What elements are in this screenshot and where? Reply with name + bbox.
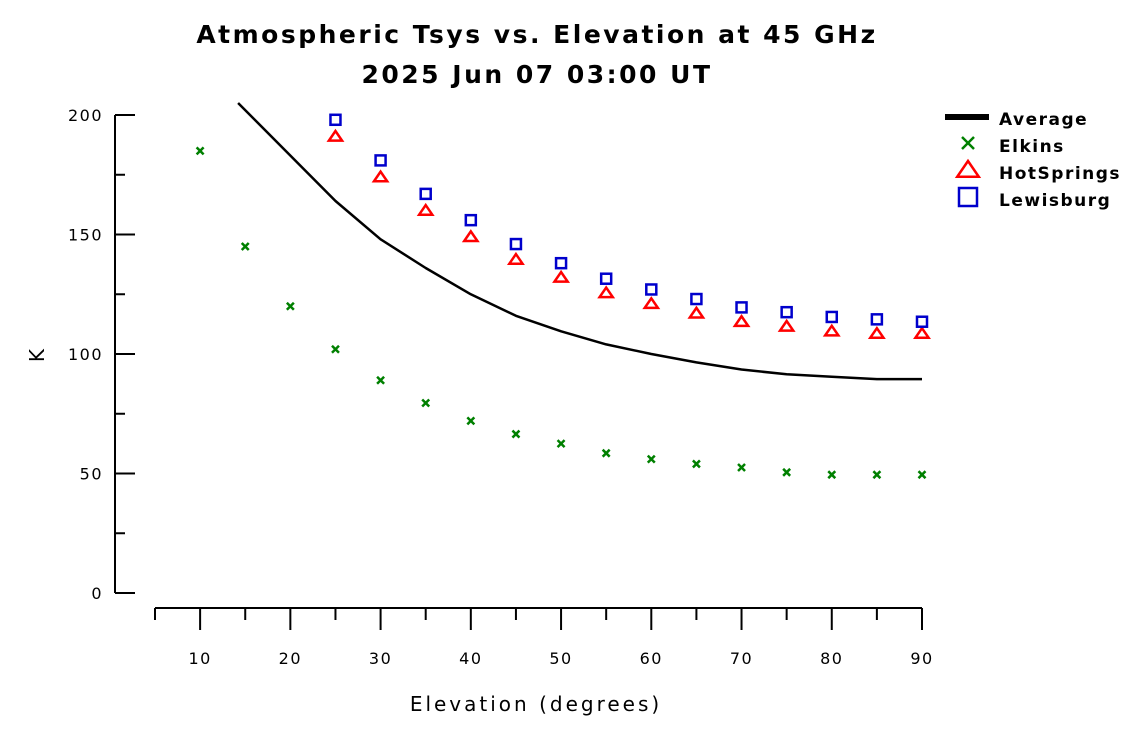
hotsprings-point — [326, 128, 345, 142]
lewisburg-point — [690, 292, 703, 306]
elkins-point — [827, 470, 837, 480]
y-tick-label: 0 — [91, 584, 103, 603]
average-line — [237, 102, 922, 381]
series-hotsprings — [326, 128, 931, 340]
x-tick-label: 80 — [820, 649, 843, 668]
series-elkins — [195, 146, 927, 480]
hotsprings-point — [732, 314, 751, 328]
legend-item-average: Average — [945, 110, 1088, 130]
lewisburg-point — [780, 305, 793, 319]
x-axis-label: Elevation (degrees) — [410, 692, 662, 716]
elkins-point — [692, 459, 701, 469]
elkins-point — [737, 463, 746, 472]
elkins-point — [331, 344, 340, 354]
chart-title: Atmospheric Tsys vs. Elevation at 45 GHz — [196, 20, 877, 49]
lewisburg-point — [509, 237, 523, 251]
y-axis-ticks: 0 50 100 150 200 — [68, 106, 135, 603]
elkins-point — [466, 416, 476, 426]
legend: Average Elkins HotSprings Lewisburg — [945, 110, 1121, 211]
legend-label: Elkins — [999, 137, 1065, 157]
lewisburg-point — [464, 213, 478, 227]
legend-label: Lewisburg — [999, 191, 1111, 211]
lewisburg-point — [870, 313, 884, 326]
y-tick-label: 200 — [68, 106, 103, 125]
chart-subtitle: 2025 Jun 07 03:00 UT — [361, 60, 712, 89]
legend-marker-swatch — [957, 186, 979, 208]
lewisburg-point — [825, 310, 839, 324]
hotsprings-point — [461, 229, 480, 243]
hotsprings-point — [597, 285, 616, 299]
elkins-point — [376, 375, 385, 385]
hotsprings-point — [867, 325, 886, 340]
lewisburg-point — [599, 272, 613, 285]
lewisburg-point — [554, 256, 568, 270]
hotsprings-point — [777, 318, 796, 332]
hotsprings-point — [506, 251, 525, 265]
series-lewisburg — [329, 113, 929, 328]
elkins-point — [511, 429, 521, 439]
legend-item-elkins: Elkins — [961, 136, 1065, 157]
x-tick-label: 40 — [459, 649, 482, 668]
lewisburg-point — [329, 113, 342, 127]
x-tick-label: 50 — [549, 649, 572, 668]
elkins-point — [601, 448, 611, 458]
x-tick-label: 70 — [730, 649, 753, 668]
hotsprings-point — [416, 202, 435, 216]
hotsprings-point — [642, 296, 661, 310]
plot-area — [195, 102, 931, 480]
x-tick-label: 10 — [188, 649, 211, 668]
hotsprings-point — [687, 305, 706, 319]
legend-item-lewisburg: Lewisburg — [957, 186, 1111, 211]
lewisburg-point — [419, 187, 432, 201]
hotsprings-point — [913, 325, 931, 340]
lewisburg-point — [915, 315, 929, 328]
elkins-point — [195, 146, 205, 156]
elkins-point — [646, 454, 656, 464]
hotsprings-point — [371, 169, 390, 183]
x-axis-ticks: 10 20 30 40 50 60 70 80 90 — [154, 608, 933, 668]
hotsprings-point — [822, 323, 841, 337]
x-tick-label: 90 — [910, 649, 933, 668]
legend-label: HotSprings — [999, 164, 1121, 184]
x-tick-label: 20 — [279, 649, 302, 668]
elkins-point — [240, 242, 250, 251]
elkins-point — [782, 467, 792, 477]
series-average — [237, 102, 922, 381]
elkins-point — [556, 439, 566, 449]
legend-marker-swatch — [961, 136, 975, 150]
legend-marker-swatch — [954, 158, 982, 178]
lewisburg-point — [374, 154, 387, 167]
y-tick-label: 100 — [68, 345, 103, 364]
x-tick-label: 60 — [640, 649, 663, 668]
lewisburg-point — [645, 283, 658, 296]
elkins-point — [285, 301, 295, 311]
x-tick-label: 30 — [369, 649, 392, 668]
y-axis-label: K — [25, 346, 49, 362]
elkins-point — [917, 470, 927, 480]
legend-item-hotsprings: HotSprings — [954, 158, 1121, 184]
legend-label: Average — [999, 110, 1088, 130]
y-tick-label: 50 — [80, 465, 103, 484]
lewisburg-point — [735, 301, 748, 314]
elkins-point — [421, 398, 431, 408]
elkins-point — [872, 470, 882, 480]
y-tick-label: 150 — [68, 226, 103, 245]
hotsprings-point — [552, 269, 571, 283]
